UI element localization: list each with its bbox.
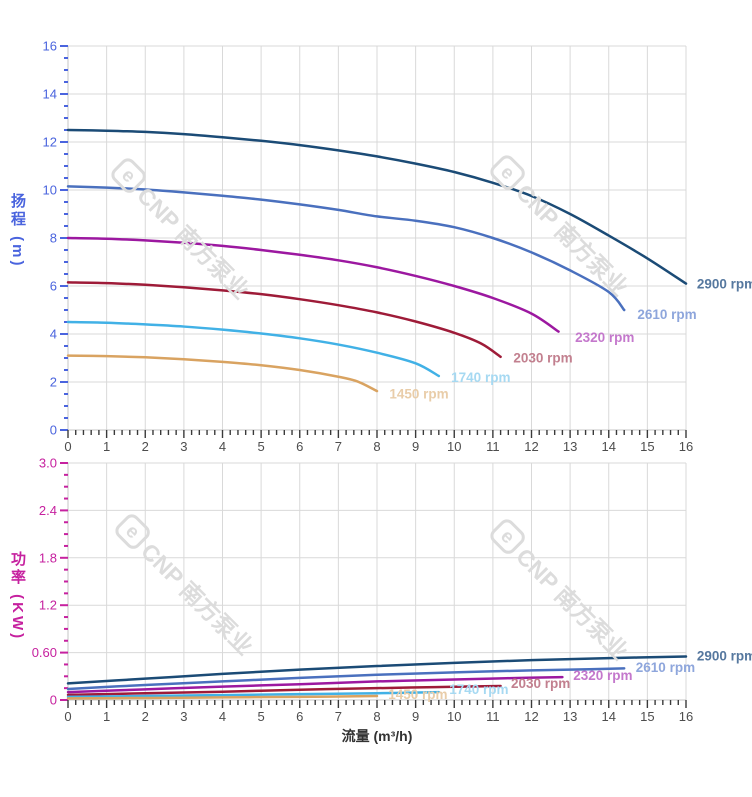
x-tick-label: 12 — [524, 709, 538, 724]
series-label: 2320 rpm — [575, 330, 634, 345]
y-tick-label: 3.0 — [39, 456, 57, 471]
x-tick-label: 2 — [142, 439, 149, 454]
series-1450-rpm: 1450 rpm — [66, 687, 447, 702]
x-tick-label: 6 — [296, 709, 303, 724]
series-2030-rpm: 2030 rpm — [66, 281, 573, 366]
y-tick-label: 8 — [50, 231, 57, 246]
curve-line — [66, 128, 688, 285]
series-label: 1740 rpm — [449, 682, 508, 697]
head-y-axis-title: 扬程 (m) — [9, 193, 26, 269]
y-axis-tick-labels: 0 2 4 6 8 10 12 14 16 — [43, 39, 57, 438]
x-tick-label: 1 — [103, 709, 110, 724]
x-tick-label: 13 — [563, 709, 577, 724]
series-label: 1450 rpm — [388, 687, 447, 702]
series-2320-rpm: 2320 rpm — [66, 668, 633, 694]
x-tick-label: 2 — [142, 709, 149, 724]
y-tick-label: 2 — [50, 375, 57, 390]
x-axis-ticks — [67, 700, 687, 708]
y-tick-label: 0 — [50, 423, 57, 438]
flow-x-axis-title: 流量 (m³/h) — [341, 728, 413, 744]
x-tick-label: 1 — [103, 439, 110, 454]
x-tick-label: 3 — [180, 439, 187, 454]
x-tick-label: 0 — [64, 709, 71, 724]
x-tick-label: 14 — [602, 439, 616, 454]
x-tick-label: 9 — [412, 439, 419, 454]
curve-line — [66, 694, 379, 700]
series-label: 2610 rpm — [636, 660, 695, 675]
x-tick-label: 7 — [335, 709, 342, 724]
series-2320-rpm: 2320 rpm — [66, 236, 634, 345]
x-tick-label: 16 — [679, 709, 693, 724]
x-axis-tick-labels: 0 1 2 3 4 5 6 7 8 9 10 11 12 13 14 15 16 — [64, 439, 693, 454]
x-tick-label: 8 — [373, 709, 380, 724]
x-tick-label: 5 — [258, 709, 265, 724]
power-chart: 00.601.21.82.43.00 1 2 3 4 5 6 7 8 9 10 11 12 13 14 15 1… — [32, 456, 752, 725]
y-tick-label: 0 — [50, 693, 57, 708]
x-tick-label: 5 — [258, 439, 265, 454]
x-tick-label: 12 — [524, 439, 538, 454]
series-label: 2610 rpm — [637, 307, 696, 322]
x-tick-label: 10 — [447, 709, 461, 724]
series-1450-rpm: 1450 rpm — [66, 354, 449, 402]
x-tick-label: 4 — [219, 709, 226, 724]
x-axis-ticks — [67, 430, 687, 438]
x-tick-label: 16 — [679, 439, 693, 454]
series-1740-rpm: 1740 rpm — [66, 320, 510, 385]
curve-line — [66, 354, 379, 393]
y-tick-label: 4 — [50, 327, 57, 342]
y-tick-label: 1.2 — [39, 598, 57, 613]
series-label: 2900 rpm — [697, 648, 752, 663]
y-tick-label: 14 — [43, 87, 57, 102]
curve-line — [66, 655, 688, 685]
curve-line — [66, 675, 564, 694]
series-label: 2030 rpm — [511, 676, 570, 691]
series-2610-rpm: 2610 rpm — [66, 660, 695, 691]
x-tick-label: 15 — [640, 709, 654, 724]
curve-line — [66, 185, 626, 312]
x-tick-label: 4 — [219, 439, 226, 454]
curve-line — [66, 320, 441, 378]
series-label: 1450 rpm — [389, 387, 448, 402]
x-tick-label: 13 — [563, 439, 577, 454]
curve-line — [66, 667, 626, 691]
x-tick-label: 3 — [180, 709, 187, 724]
x-tick-label: 15 — [640, 439, 654, 454]
series-1740-rpm: 1740 rpm — [66, 682, 509, 699]
y-tick-label: 2.4 — [39, 503, 57, 518]
series-2900-rpm: 2900 rpm — [66, 648, 752, 685]
curve-line — [66, 281, 502, 359]
series-2900-rpm: 2900 rpm — [66, 128, 752, 292]
y-tick-label: 16 — [43, 39, 57, 54]
y-tick-label: 6 — [50, 279, 57, 294]
x-tick-label: 11 — [486, 709, 500, 724]
x-tick-label: 9 — [412, 709, 419, 724]
series-label: 2900 rpm — [697, 277, 752, 292]
x-tick-label: 11 — [486, 439, 500, 454]
x-tick-label: 8 — [373, 439, 380, 454]
curve-line — [66, 690, 441, 699]
x-tick-label: 0 — [64, 439, 71, 454]
x-tick-label: 6 — [296, 439, 303, 454]
y-tick-label: 1.8 — [39, 550, 57, 565]
series-label: 2030 rpm — [513, 351, 572, 366]
x-tick-label: 14 — [602, 709, 616, 724]
curve-line — [66, 684, 502, 697]
x-tick-label: 7 — [335, 439, 342, 454]
y-axis-ticks — [60, 462, 68, 701]
y-tick-label: 10 — [43, 183, 57, 198]
x-axis-tick-labels: 0 1 2 3 4 5 6 7 8 9 10 11 12 13 14 15 16 — [64, 709, 693, 724]
series-label: 1740 rpm — [451, 370, 510, 385]
series-label: 2320 rpm — [573, 668, 632, 683]
y-tick-label: 0.60 — [32, 645, 57, 660]
power-y-axis-title: 功率 (KW) — [9, 551, 26, 642]
x-tick-label: 10 — [447, 439, 461, 454]
series-2030-rpm: 2030 rpm — [66, 676, 570, 697]
y-tick-label: 12 — [43, 135, 57, 150]
curve-line — [66, 236, 560, 333]
series-2610-rpm: 2610 rpm — [66, 185, 697, 322]
y-axis-tick-labels: 0 0.60 1.2 1.8 2.4 3.0 — [32, 456, 57, 708]
